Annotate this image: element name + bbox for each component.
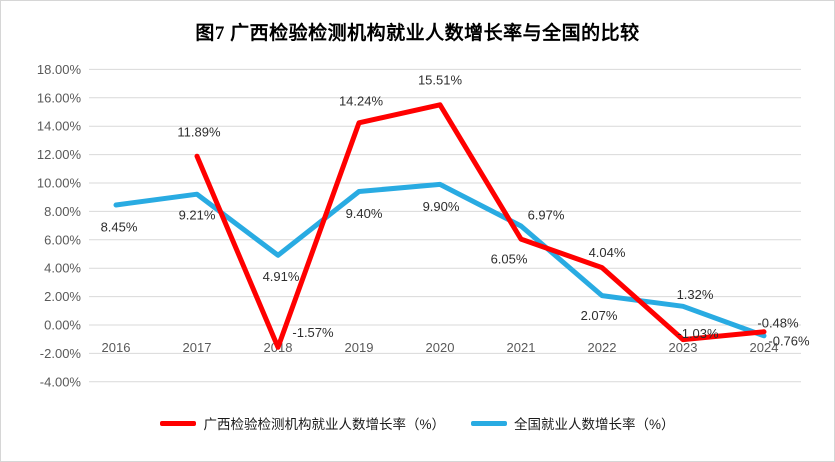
data-label: 2.07%	[581, 308, 618, 323]
x-tick-label: 2023	[669, 340, 698, 355]
chart-title: 图7 广西检验检测机构就业人数增长率与全国的比较	[195, 23, 640, 44]
x-tick-label: 2022	[588, 340, 617, 355]
x-tick-label: 2021	[507, 340, 536, 355]
data-label: 9.90%	[423, 199, 460, 214]
data-label: 8.45%	[101, 220, 138, 235]
x-tick-label: 2024	[750, 340, 779, 355]
y-tick-label: 14.00%	[37, 119, 82, 134]
y-tick-label: 2.00%	[44, 289, 81, 304]
data-label: 4.04%	[589, 245, 626, 260]
data-label: -1.57%	[292, 325, 334, 340]
data-label: -0.76%	[768, 333, 810, 348]
data-label: 1.32%	[677, 287, 714, 302]
y-tick-label: -2.00%	[40, 346, 82, 361]
x-tick-label: 2020	[426, 340, 455, 355]
legend-swatch-national-line	[471, 420, 507, 426]
y-tick-label: 12.00%	[37, 147, 82, 162]
y-tick-label: 8.00%	[44, 204, 81, 219]
series-line-0	[194, 102, 767, 350]
data-label: -1.03%	[677, 326, 719, 341]
legend: 广西检验检测机构就业人数增长率（%） 全国就业人数增长率（%）	[1, 410, 834, 436]
y-tick-label: 6.00%	[44, 232, 81, 247]
x-tick-label: 2017	[183, 340, 212, 355]
data-label: 14.24%	[339, 93, 384, 108]
data-label: 4.91%	[263, 269, 300, 284]
y-tick-label: 16.00%	[37, 90, 82, 105]
y-tick-label: 18.00%	[37, 62, 82, 77]
y-tick-label: 0.00%	[44, 318, 81, 333]
data-label: 6.97%	[528, 208, 565, 223]
data-label: 15.51%	[418, 72, 463, 87]
y-tick-label: 10.00%	[37, 176, 82, 191]
x-tick-label: 2016	[102, 340, 131, 355]
legend-label-guangxi: 广西检验检测机构就业人数增长率（%）	[203, 417, 445, 432]
data-label: 9.40%	[346, 206, 383, 221]
legend-item-national: 全国就业人数增长率（%）	[471, 413, 675, 433]
legend-item-guangxi: 广西检验检测机构就业人数增长率（%）	[160, 413, 445, 433]
x-tick-label: 2019	[345, 340, 374, 355]
data-label: 6.05%	[491, 252, 528, 267]
y-tick-label: 4.00%	[44, 261, 81, 276]
data-label: 9.21%	[179, 208, 216, 223]
data-label: -0.48%	[757, 315, 799, 330]
legend-swatch-guangxi-line	[160, 420, 197, 426]
y-tick-label: -4.00%	[40, 374, 82, 389]
legend-label-national: 全国就业人数增长率（%）	[514, 417, 675, 432]
data-label: 11.89%	[177, 125, 221, 140]
